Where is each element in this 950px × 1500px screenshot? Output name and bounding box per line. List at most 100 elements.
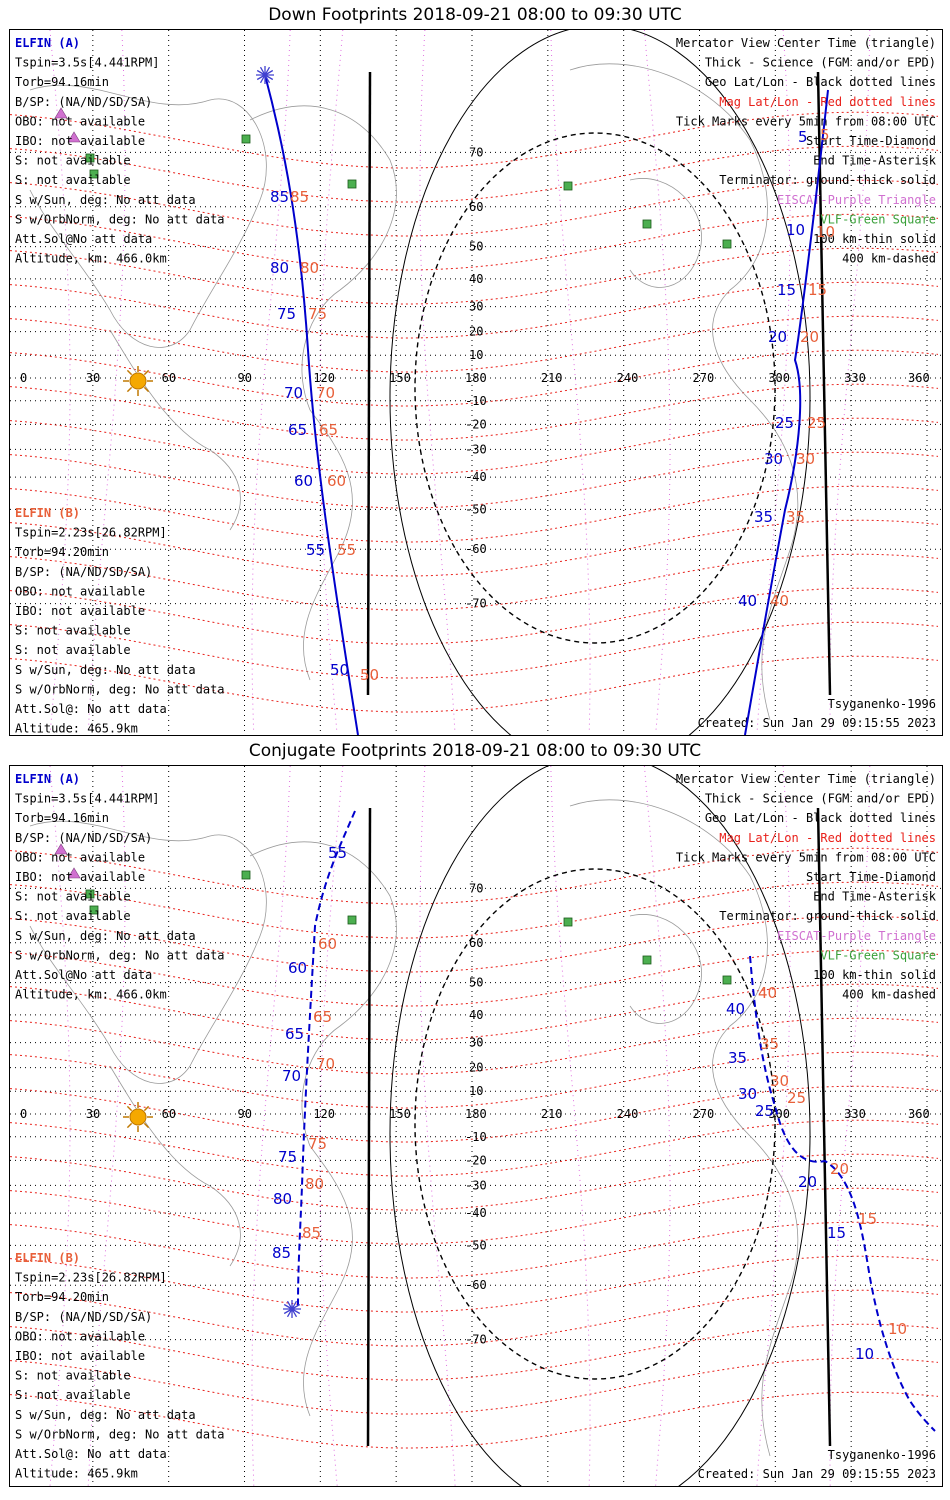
elfin-a-line: B/SP: (NA/ND/SD/SA) xyxy=(15,95,152,109)
footprint-ellipse-100km xyxy=(389,30,811,735)
sun-ray xyxy=(126,386,133,393)
lon-tick-label: 90 xyxy=(238,1107,252,1121)
lon-tick-label: 150 xyxy=(389,1107,411,1121)
elfin-b-tick: 70 xyxy=(316,384,335,402)
elfin-a-tick: 35 xyxy=(728,1049,747,1067)
mag-parallel xyxy=(10,1187,939,1245)
terminator-line xyxy=(366,807,372,1447)
legend-line: Terminator: ground-thick solid xyxy=(719,173,936,187)
elfin-a-track-west xyxy=(297,810,356,1307)
legend-block: Mercator View Center Time (triangle) Thic… xyxy=(676,772,937,1002)
elfin-b-tick: 85 xyxy=(302,1224,321,1242)
elfin-a-tick: 85 xyxy=(272,1244,291,1262)
panel-title-down: Down Footprints 2018-09-21 08:00 to 09:3… xyxy=(268,5,682,25)
vlf-station-square xyxy=(241,134,251,144)
vlf-station-square xyxy=(722,239,732,249)
elfin-a-tick: 20 xyxy=(798,1173,817,1191)
elfin-b-line: S w/Sun, deg: No att data xyxy=(15,1408,196,1422)
elfin-b-tick: 30 xyxy=(796,450,815,468)
coastline xyxy=(629,178,702,288)
elfin-b-tick: 40 xyxy=(770,592,789,610)
coastline xyxy=(569,799,768,1137)
lon-tick-label: 120 xyxy=(313,1107,335,1121)
sun-ray xyxy=(143,1122,150,1129)
lon-tick-label: 90 xyxy=(238,371,252,385)
mag-parallel xyxy=(10,451,939,509)
vlf-station-square xyxy=(85,889,95,899)
elfin-a-tick: 60 xyxy=(294,472,313,490)
elfin-a-tick: 30 xyxy=(764,450,783,468)
lon-tick-label: 270 xyxy=(693,1107,715,1121)
coastline xyxy=(109,329,241,531)
mag-meridian xyxy=(829,30,871,731)
legend-line: Mag Lat/Lon - Red dotted lines xyxy=(719,831,936,845)
lat-tick-label: -60 xyxy=(465,542,487,556)
legend-line: VLF-Green Square xyxy=(820,212,936,226)
elfin-b-tick: 25 xyxy=(787,1089,806,1107)
coastline xyxy=(749,399,799,721)
elfin-a-track-west xyxy=(264,74,359,735)
mag-parallel xyxy=(10,1391,939,1449)
mag-parallel xyxy=(10,1323,939,1381)
lat-tick-label: 20 xyxy=(469,1061,483,1075)
legend-line: Start Time-Diamond xyxy=(806,870,936,884)
legend-line: 400 km-dashed xyxy=(842,252,936,266)
elfin-a-title: ELFIN (A) xyxy=(15,36,80,50)
lon-tick-label: 0 xyxy=(20,371,27,385)
vlf-station-square xyxy=(722,975,732,985)
mag-parallel xyxy=(10,1289,939,1347)
elfin-a-tick: 70 xyxy=(282,1067,301,1085)
elfin-a-tick: 25 xyxy=(775,414,794,432)
lon-tick-label: 210 xyxy=(541,1107,563,1121)
elfin-a-tick: 60 xyxy=(288,959,307,977)
elfin-a-line: S: not available xyxy=(15,909,131,923)
lon-tick-label: 360 xyxy=(908,371,930,385)
elfin-a-line: S w/OrbNorm, deg: No att data xyxy=(15,212,225,226)
lon-tick-label: 180 xyxy=(465,1107,487,1121)
mag-meridian xyxy=(49,766,71,1486)
mag-meridian xyxy=(419,30,456,731)
elfin-a-tick: 75 xyxy=(277,305,296,323)
lon-tick-label: 300 xyxy=(768,1107,790,1121)
eiscat-triangle xyxy=(54,843,68,855)
mag-parallel xyxy=(10,145,939,203)
elfin-b-line: B/SP: (NA/ND/SD/SA) xyxy=(15,565,152,579)
mag-meridian xyxy=(419,766,456,1486)
legend-line: 100 km-thin solid xyxy=(813,232,936,246)
elfin-b-line: Altitude: 465.9km xyxy=(15,722,138,735)
eiscat-triangle xyxy=(67,131,81,143)
elfin-a-line: Altitude, km: 466.0km xyxy=(15,252,167,266)
vlf-station-square xyxy=(347,179,357,189)
elfin-a-line: S: not available xyxy=(15,890,131,904)
elfin-a-tick: 80 xyxy=(273,1190,292,1208)
elfin-b-line: Torb=94.20min xyxy=(15,545,109,559)
lat-tick-label: -40 xyxy=(465,470,487,484)
elfin-b-tick: 80 xyxy=(300,259,319,277)
elfin-a-line: Tspin=3.5s[4.441RPM] xyxy=(15,56,160,70)
elfin-b-tick: 70 xyxy=(316,1055,335,1073)
elfin-b-tick: 60 xyxy=(318,935,337,953)
mag-parallel xyxy=(10,485,939,543)
elfin-b-tick: 40 xyxy=(758,984,777,1002)
elfin-b-line: S: not available xyxy=(15,643,131,657)
elfin-a-track-east xyxy=(744,89,829,735)
elfin-a-line: S: not available xyxy=(15,154,131,168)
elfin-a-line: OBO: not available xyxy=(15,850,145,864)
elfin-b-tick: 80 xyxy=(305,1175,324,1193)
elfin-b-line: S: not available xyxy=(15,624,131,638)
lat-tick-label: -20 xyxy=(465,1153,487,1167)
mag-meridian xyxy=(87,766,126,1486)
lon-tick-label: 180 xyxy=(465,371,487,385)
lon-tick-label: 240 xyxy=(617,1107,639,1121)
mag-parallel xyxy=(10,1255,939,1313)
mag-parallel xyxy=(10,1221,939,1279)
lon-tick-label: 0 xyxy=(20,1107,27,1121)
mag-parallel xyxy=(10,915,939,973)
vlf-station-square xyxy=(642,219,652,229)
coastline xyxy=(29,84,267,348)
lat-tick-label: 50 xyxy=(469,976,483,990)
elfin-a-tick: 35 xyxy=(754,508,773,526)
elfin-b-line: S w/OrbNorm, deg: No att data xyxy=(15,682,225,696)
elfin-a-line: Att.Sol@No att data xyxy=(15,968,152,982)
elfin-a-line: Torb=94.16min xyxy=(15,811,109,825)
